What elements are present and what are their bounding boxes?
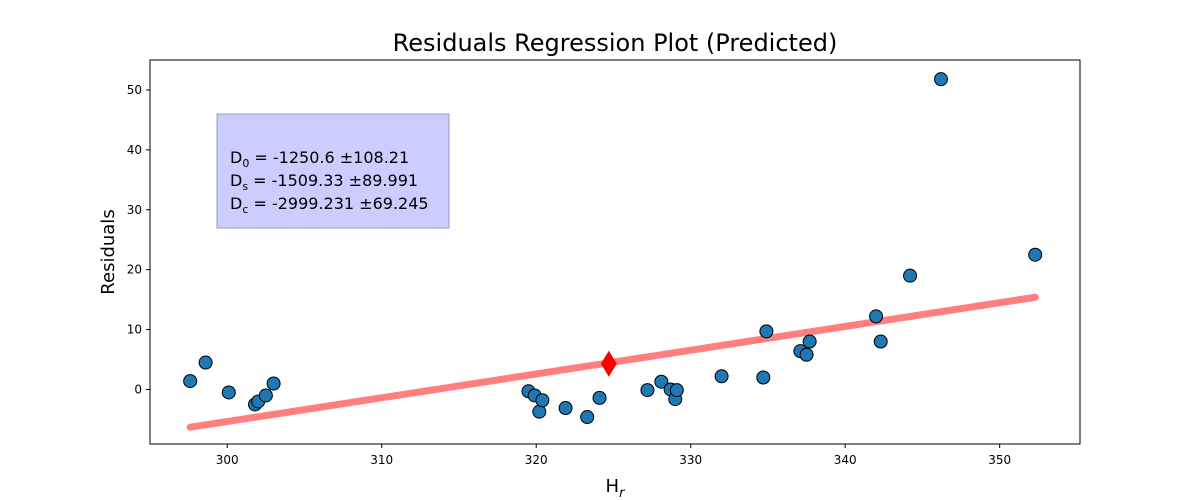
data-point	[221, 385, 236, 400]
data-point	[183, 374, 198, 389]
annotation-line: D0 = -1250.6 ±108.21	[230, 148, 409, 170]
x-tick-label: 350	[988, 453, 1011, 467]
data-point	[799, 347, 814, 362]
annotation-subscript: 0	[242, 157, 249, 170]
y-tick-label: 20	[127, 263, 142, 277]
data-point	[654, 374, 669, 389]
chart-title: Residuals Regression Plot (Predicted)	[393, 29, 838, 57]
data-point	[903, 268, 918, 283]
y-tick-label: 50	[127, 83, 142, 97]
x-axis-label: Hr	[606, 476, 627, 500]
x-tick-label: 310	[370, 453, 393, 467]
data-point	[759, 324, 774, 339]
data-point	[669, 383, 684, 398]
annotation-symbol: D	[230, 148, 242, 167]
data-point	[873, 334, 888, 349]
x-tick-label: 340	[834, 453, 857, 467]
annotation-value: = -1250.6 ±108.21	[249, 148, 409, 167]
annotation-symbol: D	[230, 194, 242, 213]
annotation-value: = -1509.33 ±89.991	[248, 171, 418, 190]
data-point	[1028, 247, 1043, 262]
x-axis: 300 310 320 330 340 350	[216, 444, 1011, 467]
data-point	[266, 376, 281, 391]
annotation-symbol: D	[230, 171, 242, 190]
x-tick-label: 320	[525, 453, 548, 467]
annotation-value: = -2999.231 ±69.245	[248, 194, 428, 213]
data-point	[756, 370, 771, 385]
data-point	[580, 410, 595, 425]
annotation-line: Ds = -1509.33 ±89.991	[230, 171, 418, 193]
data-point	[535, 393, 550, 408]
annotation-subscript: c	[242, 203, 248, 216]
y-axis-label: Residuals	[98, 209, 119, 294]
data-point	[258, 388, 273, 403]
y-tick-label: 40	[127, 143, 142, 157]
y-axis: 0 10 20 30 40 50	[127, 83, 150, 396]
plot-frame	[149, 59, 1081, 445]
plot-area	[183, 72, 1043, 431]
data-point	[558, 401, 573, 416]
x-axis-label-base: H	[606, 476, 620, 497]
data-point	[640, 383, 655, 398]
x-tick-label: 330	[679, 453, 702, 467]
data-point	[198, 355, 213, 370]
x-tick-label: 300	[216, 453, 239, 467]
x-axis-label-subscript: r	[619, 486, 626, 500]
annotation-background	[216, 113, 450, 229]
data-point	[869, 309, 884, 324]
annotation-line: Dc = -2999.231 ±69.245	[230, 194, 429, 216]
data-point	[802, 334, 817, 349]
y-tick-label: 0	[134, 382, 142, 396]
y-tick-label: 30	[127, 203, 142, 217]
center-marker	[600, 350, 617, 377]
data-point	[592, 390, 607, 405]
y-tick-label: 10	[127, 323, 142, 337]
annotation-subscript: s	[242, 180, 248, 193]
data-point	[933, 72, 948, 87]
data-point	[714, 369, 729, 384]
